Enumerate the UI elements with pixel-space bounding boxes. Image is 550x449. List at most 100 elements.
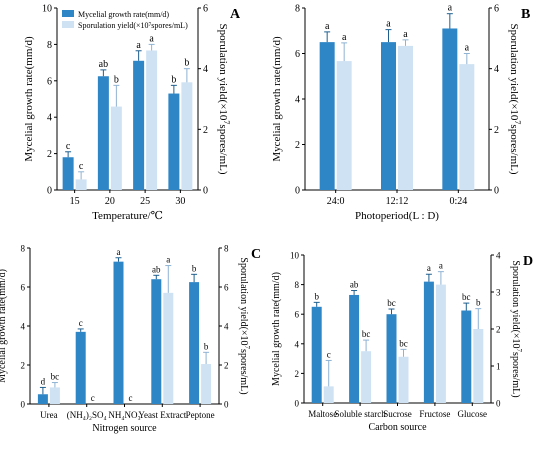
y-tick-label-left: 6	[295, 310, 300, 320]
y-tick-label-left: 6	[47, 76, 52, 87]
x-tick-label: Yeast Extract	[138, 410, 186, 420]
panel-A: 0246810024615cc20abb25aa30bbTemperature/…	[23, 4, 241, 223]
bar-growth-rate	[37, 394, 48, 404]
y-tick-label-left: 10	[42, 4, 52, 15]
bar-growth-rate	[97, 76, 109, 190]
y-axis-title-right: Sporulation yield(×107spores/mL)	[510, 260, 523, 397]
bar-sporulation	[459, 64, 475, 190]
x-tick-label: Peptone	[186, 410, 215, 420]
y-tick-label-left: 6	[21, 283, 26, 293]
legend: Mycelial growth rate(mm/d) Sporulation yi…	[62, 10, 188, 30]
x-tick-label: (NH₄)₂SO₄	[67, 410, 107, 420]
x-tick-label: 25	[140, 196, 150, 207]
y-axis-title-right-part: Sporulation yield(×10	[217, 23, 229, 120]
y-axis-title-left: Mycelial growth rate(mm/d)	[0, 269, 8, 383]
y-tick-label-left: 2	[295, 140, 300, 151]
significance-letter: a	[448, 3, 453, 14]
significance-letter: c	[66, 141, 71, 152]
y-axis-title-right-superscript: 7	[243, 346, 251, 350]
y-tick-label-left: 0	[21, 400, 26, 410]
y-tick-label-right: 4	[203, 64, 208, 75]
significance-letter: a	[342, 32, 347, 43]
y-axis-title-right-part: spores/mL)	[510, 352, 521, 398]
y-tick-label-left: 8	[47, 40, 52, 51]
bar-growth-rate	[62, 157, 74, 190]
bar-sporulation	[49, 387, 60, 404]
panel-letter: D	[523, 254, 533, 269]
y-tick-label-left: 8	[21, 244, 26, 254]
y-axis-title-left: Mycelial growth rate(mm/d)	[271, 36, 283, 162]
y-axis-title-right-superscript: 7	[515, 349, 523, 353]
y-axis-title-right: Sporulation yield(×107spores/mL)	[217, 23, 232, 174]
bar-sporulation	[201, 364, 212, 404]
x-tick-label: 30	[175, 196, 185, 207]
bar-growth-rate	[381, 42, 396, 190]
bar-sporulation	[473, 329, 484, 403]
y-tick-label-left: 0	[295, 399, 300, 409]
y-axis-title-right-part: spores/mL)	[508, 124, 520, 174]
x-axis-title: Temperature/℃	[92, 210, 163, 222]
y-tick-label-left: 6	[295, 49, 300, 60]
y-tick-label-right: 0	[224, 400, 229, 410]
panel-letter: A	[230, 7, 241, 22]
y-tick-label-left: 2	[295, 369, 300, 379]
bar-sporulation	[181, 82, 193, 190]
bar-sporulation	[146, 50, 158, 190]
x-tick-label: 15	[70, 196, 80, 207]
y-tick-label-left: 10	[290, 251, 300, 261]
bar-growth-rate	[461, 310, 472, 403]
x-tick-label: Sucrose	[383, 409, 412, 419]
x-tick-label: Maltose	[308, 409, 337, 419]
y-tick-label-right: 8	[224, 244, 229, 254]
bar-growth-rate	[133, 60, 145, 190]
y-axis-title-right-part: Sporulation yield(×10	[508, 23, 520, 120]
y-axis-title-right: Sporulation yield(×107spores/mL)	[508, 23, 523, 174]
y-tick-label-left: 2	[47, 149, 52, 160]
bar-growth-rate	[189, 282, 200, 404]
significance-letter: b	[171, 74, 176, 85]
panel-letter: B	[521, 7, 530, 22]
bar-growth-rate	[168, 93, 180, 190]
bar-growth-rate	[319, 42, 335, 190]
y-axis-title-left: Mycelial growth rate(mm/d)	[23, 36, 35, 162]
significance-letter: bc	[387, 298, 396, 308]
bar-growth-rate	[423, 281, 434, 403]
significance-letter: a	[325, 21, 330, 32]
bar-growth-rate	[349, 294, 360, 403]
x-tick-label: 24:0	[327, 196, 345, 207]
bar-growth-rate	[75, 331, 86, 404]
y-tick-label-right: 4	[494, 64, 499, 75]
y-axis-title-right-part: spores/mL)	[217, 124, 229, 174]
legend-label-growth: Mycelial growth rate(mm/d)	[78, 10, 169, 19]
significance-letter: bc	[462, 292, 471, 302]
significance-letter: b	[204, 341, 209, 351]
x-axis-title: Photoperiod(L : D)	[355, 210, 439, 222]
y-tick-label-left: 8	[295, 280, 300, 290]
y-tick-label-right: 2	[224, 361, 229, 371]
x-tick-label: 20	[105, 196, 115, 207]
x-tick-label: Fructose	[419, 409, 450, 419]
bar-sporulation	[75, 179, 87, 190]
bar-sporulation	[336, 61, 352, 191]
significance-letter: d	[41, 376, 46, 386]
bar-sporulation	[163, 292, 174, 404]
significance-letter: a	[136, 40, 141, 51]
significance-letter: a	[427, 263, 431, 273]
significance-letter: b	[476, 298, 481, 308]
significance-letter: c	[79, 161, 84, 172]
significance-letter: c	[91, 393, 95, 403]
significance-letter: ab	[99, 59, 108, 70]
significance-letter: a	[403, 29, 408, 40]
x-tick-label: 0:24	[449, 196, 467, 207]
y-axis-title-right-part: Sporulation yield(×10	[238, 257, 249, 345]
y-axis-title-right-superscript: 7	[514, 120, 523, 124]
y-tick-label-right: 3	[496, 288, 501, 298]
x-axis-title: Nitrogen source	[92, 423, 157, 434]
bar-sporulation	[398, 356, 409, 403]
significance-letter: ab	[350, 280, 359, 290]
y-axis-title-right-superscript: 7	[223, 120, 232, 124]
y-tick-label-right: 2	[496, 325, 501, 335]
bar-sporulation	[398, 45, 413, 190]
y-axis-title-right-part: spores/mL)	[238, 349, 249, 395]
